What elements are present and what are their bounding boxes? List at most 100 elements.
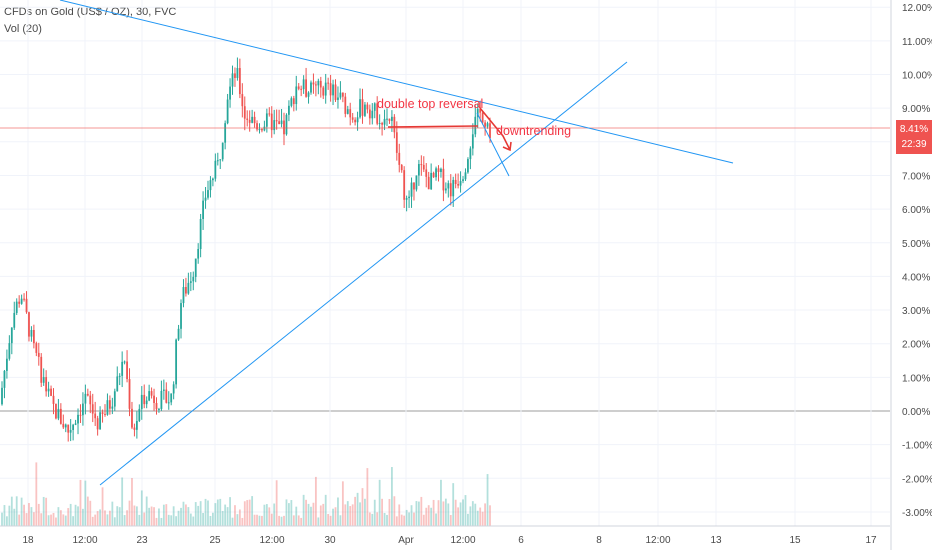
candle-body bbox=[484, 122, 486, 127]
candle-body bbox=[1, 387, 3, 405]
volume-bar bbox=[417, 501, 420, 526]
candle-body bbox=[415, 175, 418, 190]
descending-trendline[interactable] bbox=[59, 0, 734, 164]
volume-bar bbox=[160, 517, 163, 526]
candle-body bbox=[236, 68, 239, 78]
candle-body bbox=[96, 418, 99, 430]
volume-bar bbox=[185, 504, 187, 526]
volume-bar bbox=[155, 517, 158, 526]
candle-body bbox=[427, 176, 430, 190]
candle-body bbox=[283, 120, 285, 135]
volume-bar bbox=[256, 514, 258, 526]
volume-bar bbox=[356, 492, 359, 526]
candle-body bbox=[457, 183, 460, 186]
volume-bar bbox=[170, 515, 173, 526]
downtrend-arrowhead[interactable] bbox=[502, 141, 512, 152]
candle-body bbox=[79, 414, 82, 416]
y-tick-label: 4.00% bbox=[902, 272, 930, 283]
volume-bar bbox=[393, 496, 396, 526]
trendline-drawings[interactable] bbox=[59, 0, 734, 486]
volume-bar bbox=[234, 505, 236, 526]
candle-body bbox=[476, 108, 479, 117]
volume-bar bbox=[253, 514, 256, 526]
volume-bar bbox=[359, 502, 361, 526]
candle-body bbox=[361, 99, 364, 116]
volume-bar bbox=[194, 502, 197, 526]
volume-bar bbox=[84, 480, 87, 526]
candle-body bbox=[111, 406, 114, 409]
candle-body bbox=[302, 79, 305, 90]
candle-body bbox=[243, 106, 246, 119]
candle-body bbox=[454, 179, 457, 184]
volume-bar bbox=[452, 483, 455, 526]
short-downtrend-line[interactable] bbox=[476, 112, 510, 177]
downtrend-arrow[interactable] bbox=[479, 107, 511, 151]
volume-bar bbox=[28, 503, 30, 526]
candle-body bbox=[376, 103, 379, 124]
volume-indicator-title[interactable]: Vol (20) bbox=[4, 23, 42, 35]
ascending-trendline[interactable] bbox=[99, 61, 628, 486]
candle-body bbox=[197, 248, 200, 259]
volume-bar bbox=[258, 515, 261, 526]
volume-bar bbox=[430, 507, 433, 526]
candle-body bbox=[50, 388, 52, 396]
candle-body bbox=[265, 113, 268, 127]
double-top-label[interactable]: double top reversal bbox=[377, 97, 483, 111]
volume-bar bbox=[263, 504, 266, 526]
volume-bar bbox=[371, 513, 374, 526]
downtrending-label[interactable]: downtrending bbox=[496, 124, 571, 138]
x-tick-label: 12:00 bbox=[450, 535, 475, 546]
candle-body bbox=[84, 393, 87, 404]
candle-body bbox=[231, 73, 234, 87]
volume-bar bbox=[413, 512, 415, 526]
candle-body bbox=[388, 118, 391, 121]
candle-body bbox=[158, 408, 160, 410]
candle-body bbox=[216, 160, 219, 162]
x-tick-label: 18 bbox=[22, 535, 34, 546]
candle-body bbox=[292, 98, 295, 105]
volume-bar bbox=[86, 496, 89, 526]
volume-bar bbox=[111, 501, 114, 526]
volume-bar bbox=[94, 514, 97, 526]
volume-bar bbox=[275, 480, 278, 526]
volume-bar bbox=[462, 499, 464, 526]
candlesticks bbox=[1, 57, 491, 442]
x-tick-label: 23 bbox=[136, 535, 148, 546]
y-tick-label: 5.00% bbox=[902, 239, 930, 250]
candle-body bbox=[337, 97, 339, 100]
volume-bar bbox=[361, 488, 364, 526]
candle-body bbox=[170, 393, 173, 403]
candle-body bbox=[182, 287, 185, 304]
volume-bar bbox=[3, 505, 6, 526]
volume-bar bbox=[464, 495, 467, 526]
candle-body bbox=[116, 376, 119, 392]
volume-bar bbox=[211, 512, 214, 526]
candle-body bbox=[413, 182, 415, 190]
candle-body bbox=[30, 329, 33, 337]
volume-bar bbox=[319, 505, 322, 526]
volume-bar bbox=[153, 507, 155, 526]
double-top-neckline[interactable] bbox=[387, 125, 479, 128]
candle-body bbox=[300, 88, 303, 90]
symbol-title[interactable]: CFDs on Gold (US$ / OZ), 30, FVC bbox=[4, 6, 177, 18]
candle-body bbox=[10, 327, 13, 344]
candle-body bbox=[138, 408, 141, 422]
candle-body bbox=[167, 402, 170, 404]
volume-bar bbox=[268, 507, 271, 526]
candle-body bbox=[280, 120, 283, 125]
volume-bar bbox=[292, 515, 295, 526]
candle-body bbox=[332, 84, 334, 96]
volume-bar bbox=[25, 513, 28, 526]
candle-body bbox=[194, 258, 197, 277]
volume-bar bbox=[55, 517, 57, 526]
volume-bar bbox=[415, 501, 418, 526]
volume-bar bbox=[40, 513, 43, 526]
candle-body bbox=[162, 389, 165, 391]
time-axis[interactable]: 18 12:00 23 25 12:00 30 Apr 12:00 6 8 12:00 13 15 17 bbox=[0, 525, 890, 546]
y-tick-label: 6.00% bbox=[902, 205, 930, 216]
price-axis[interactable]: 12.00%11.00%10.00%9.00%8.00%7.00%6.00%5.… bbox=[890, 0, 932, 550]
candle-body bbox=[219, 159, 222, 161]
volume-bar bbox=[106, 514, 109, 526]
candle-body bbox=[386, 118, 388, 120]
